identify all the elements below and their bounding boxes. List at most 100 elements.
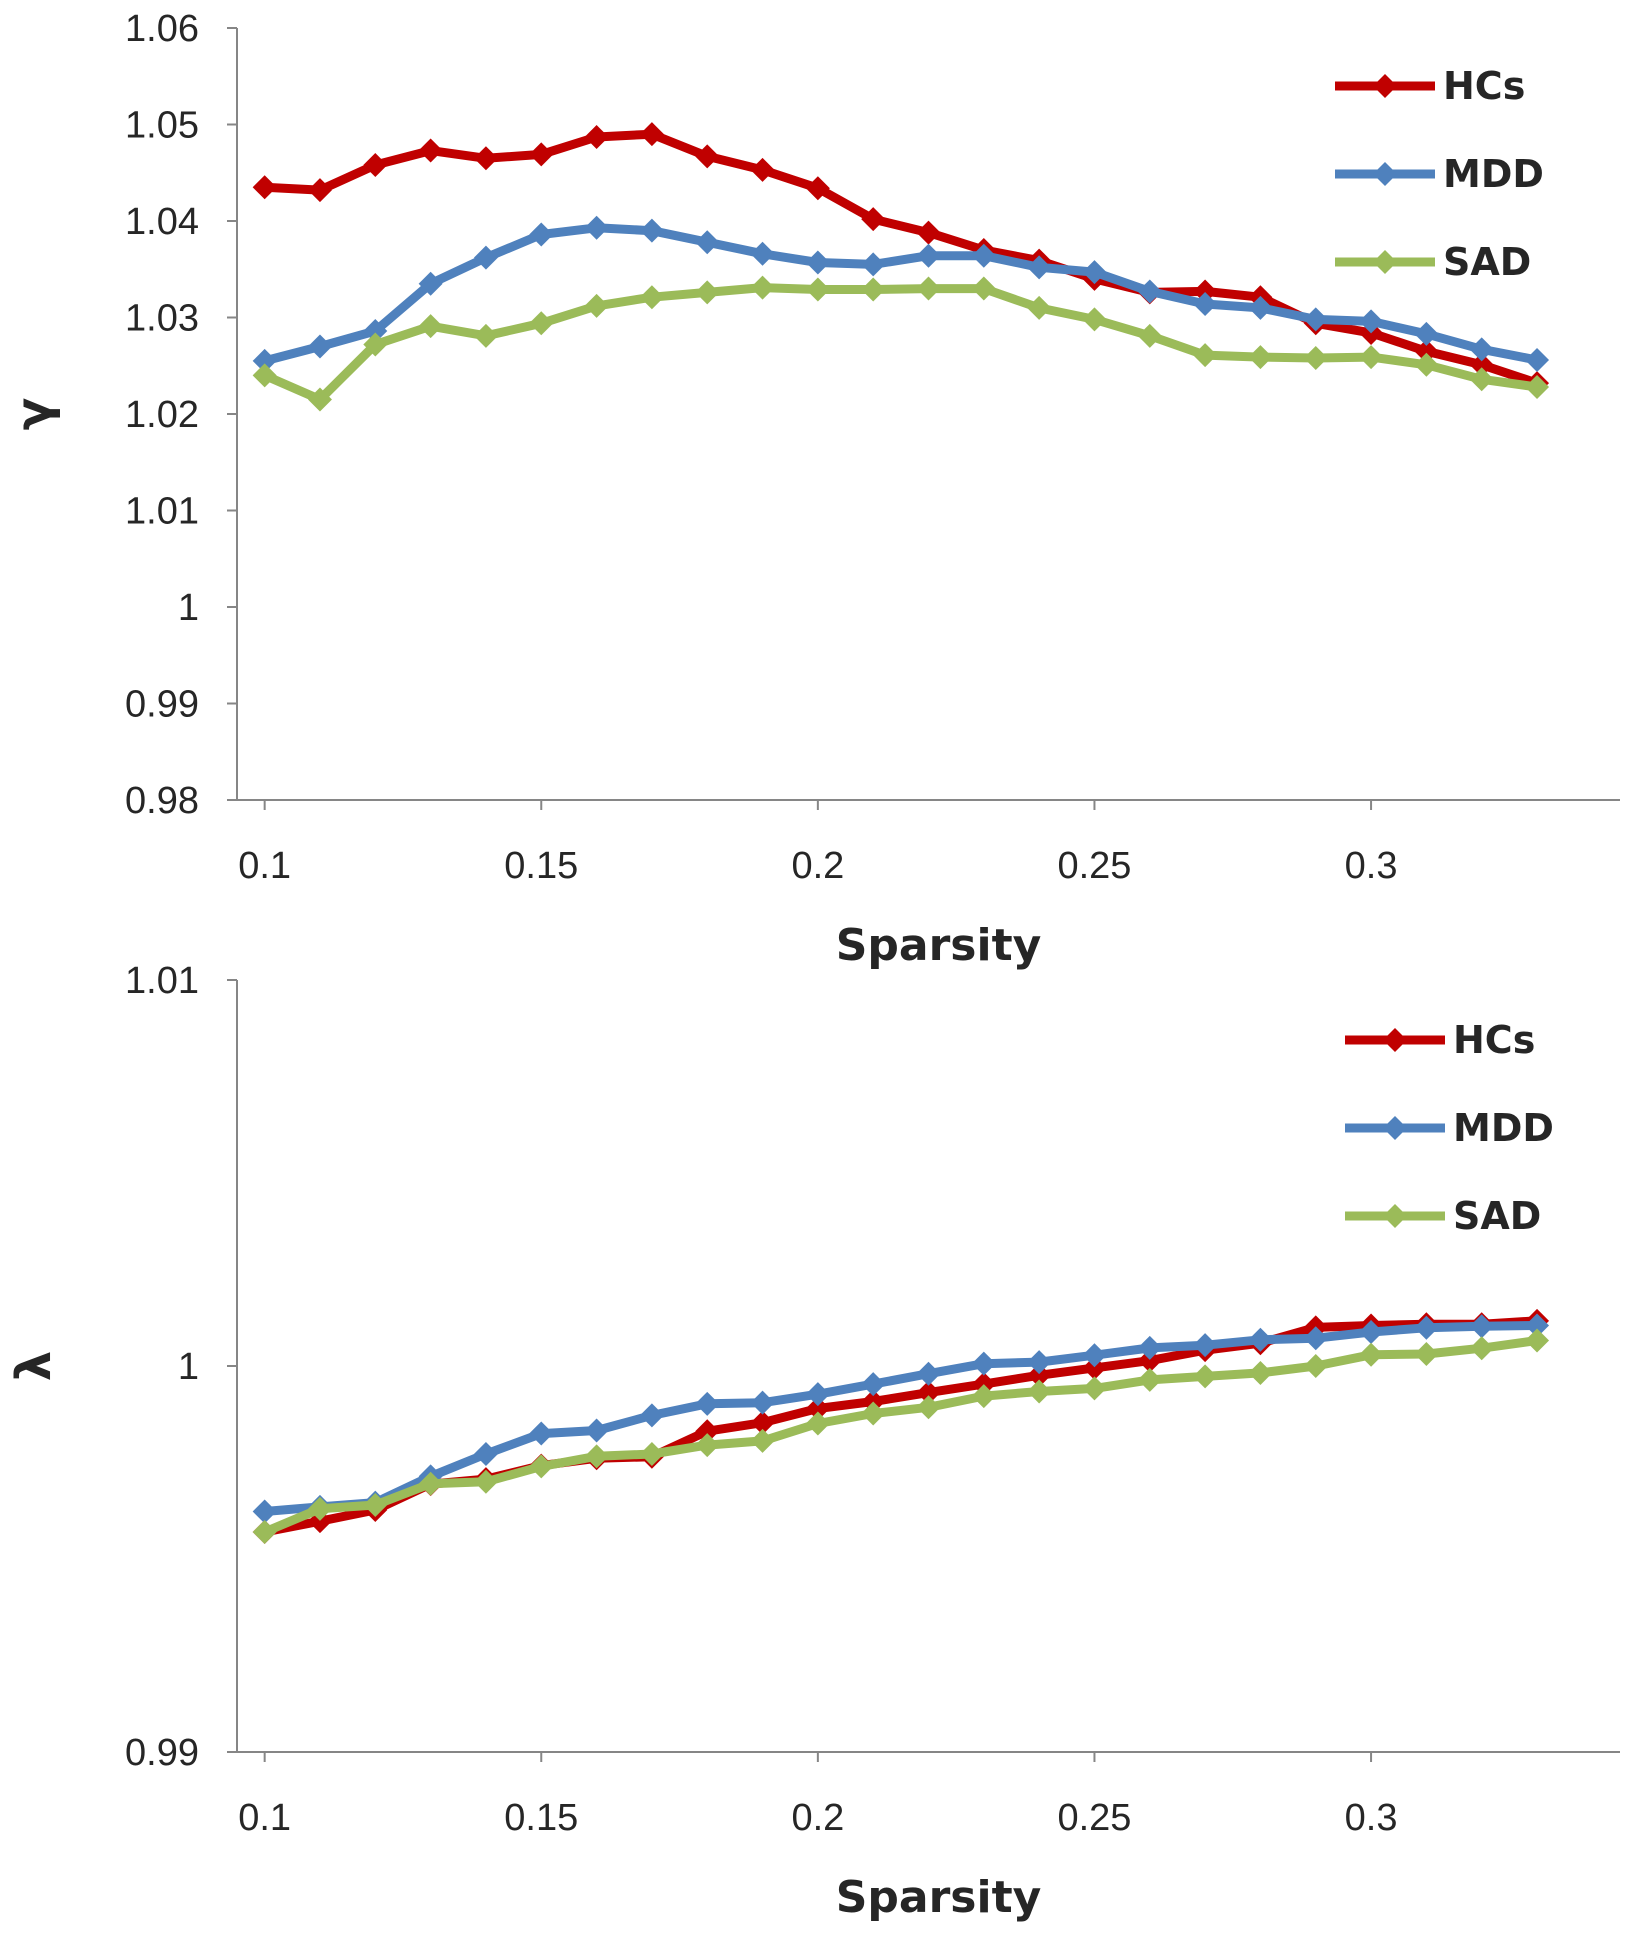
data-point-mdd (695, 230, 720, 255)
series-mdd (252, 1313, 1550, 1524)
legend: HCs MDD SAD (1335, 64, 1544, 284)
data-point-hcs (695, 144, 720, 169)
data-point-hcs (750, 1410, 775, 1435)
y-tick-label: 0.99 (125, 684, 199, 726)
legend-swatch-marker (1383, 1116, 1407, 1140)
data-point-mdd (1137, 279, 1162, 304)
data-point-sad (971, 276, 996, 301)
y-tick-label: 1.03 (125, 298, 199, 340)
data-point-mdd (750, 241, 775, 266)
data-point-hcs (861, 207, 886, 232)
y-axis-label: γ (6, 398, 62, 431)
data-point-sad (1469, 367, 1494, 392)
data-point-sad (861, 277, 886, 302)
data-point-sad (695, 1433, 720, 1458)
data-point-sad (363, 332, 388, 357)
data-point-mdd (916, 1361, 941, 1386)
legend-swatch-marker (1373, 162, 1397, 186)
data-point-sad (418, 1471, 443, 1496)
data-point-hcs (1414, 339, 1439, 364)
data-point-sad (473, 323, 498, 348)
data-point-sad (750, 1428, 775, 1453)
data-point-mdd (1469, 1314, 1494, 1339)
data-point-mdd (1193, 1333, 1218, 1358)
data-point-mdd (584, 215, 609, 240)
legend-item-sad: SAD (1335, 240, 1531, 284)
x-tick-label: 0.3 (1345, 845, 1398, 887)
data-point-mdd (861, 252, 886, 277)
data-point-hcs (307, 178, 332, 203)
data-point-mdd (1414, 1315, 1439, 1340)
data-point-sad (252, 363, 277, 388)
data-point-mdd (363, 319, 388, 344)
series-hcs (252, 122, 1550, 396)
data-point-mdd (1359, 309, 1384, 334)
data-point-hcs (695, 1419, 720, 1444)
data-point-hcs (473, 146, 498, 171)
data-point-sad (529, 1454, 554, 1479)
data-point-mdd (1248, 295, 1273, 320)
data-point-mdd (805, 1382, 830, 1407)
data-point-sad (861, 1401, 886, 1426)
data-point-mdd (1137, 1335, 1162, 1360)
x-tick-label: 0.15 (504, 845, 578, 887)
data-point-sad (1027, 295, 1052, 320)
data-point-sad (971, 1384, 996, 1409)
y-tick-label: 1 (178, 587, 199, 629)
data-point-sad (1359, 1342, 1384, 1367)
data-point-sad (750, 275, 775, 300)
data-point-hcs (916, 1380, 941, 1405)
data-point-sad (1193, 1364, 1218, 1389)
series-mdd (252, 215, 1550, 373)
data-point-mdd (971, 1351, 996, 1376)
data-point-sad (639, 1442, 664, 1467)
data-point-sad (916, 276, 941, 301)
legend-swatch-marker (1383, 1028, 1407, 1052)
data-point-mdd (639, 218, 664, 243)
data-point-sad (1027, 1379, 1052, 1404)
data-point-mdd (252, 1499, 277, 1524)
y-tick-label: 1.06 (125, 8, 199, 50)
legend-label: HCs (1453, 1018, 1535, 1062)
data-point-sad (1525, 374, 1550, 399)
data-point-mdd (750, 1390, 775, 1415)
data-point-mdd (252, 348, 277, 373)
data-point-sad (805, 1411, 830, 1436)
data-point-hcs (805, 176, 830, 201)
data-point-mdd (1027, 1350, 1052, 1375)
data-point-mdd (1525, 1313, 1550, 1338)
legend-label: HCs (1443, 64, 1525, 108)
data-point-hcs (1193, 279, 1218, 304)
x-axis-label: Sparsity (836, 1872, 1042, 1923)
data-point-hcs (1469, 352, 1494, 377)
data-point-mdd (1248, 1327, 1273, 1352)
x-axis-label: Sparsity (836, 920, 1042, 971)
data-point-sad (805, 277, 830, 302)
data-point-sad (1359, 345, 1384, 370)
data-point-sad (695, 280, 720, 305)
legend-item-hcs: HCs (1335, 64, 1525, 108)
lambda-chart: 0.99 1 1.01 0.1 0.15 0.2 0.25 0.3 Sparsity λ HCs MD… (6, 960, 1620, 1923)
data-point-sad (1525, 1328, 1550, 1353)
data-point-sad (1303, 346, 1328, 371)
data-point-hcs (418, 138, 443, 163)
data-point-hcs (1027, 1363, 1052, 1388)
data-point-hcs (639, 122, 664, 147)
x-tick-label: 0.1 (238, 845, 291, 887)
data-point-sad (307, 387, 332, 412)
data-point-mdd (1082, 260, 1107, 285)
series-sad (252, 275, 1550, 412)
data-point-hcs (529, 142, 554, 167)
data-point-hcs (363, 153, 388, 178)
legend-item-hcs: HCs (1345, 1018, 1535, 1062)
data-point-sad (473, 1469, 498, 1494)
legend-item-sad: SAD (1345, 1194, 1541, 1238)
x-tick-label: 0.2 (791, 845, 844, 887)
y-tick-label: 0.98 (125, 780, 199, 822)
data-point-mdd (1469, 337, 1494, 362)
data-point-mdd (1303, 307, 1328, 332)
x-tick-label: 0.3 (1345, 1797, 1398, 1839)
legend-item-mdd: MDD (1345, 1106, 1554, 1150)
y-axis-label: λ (6, 1351, 62, 1381)
data-point-hcs (750, 157, 775, 182)
